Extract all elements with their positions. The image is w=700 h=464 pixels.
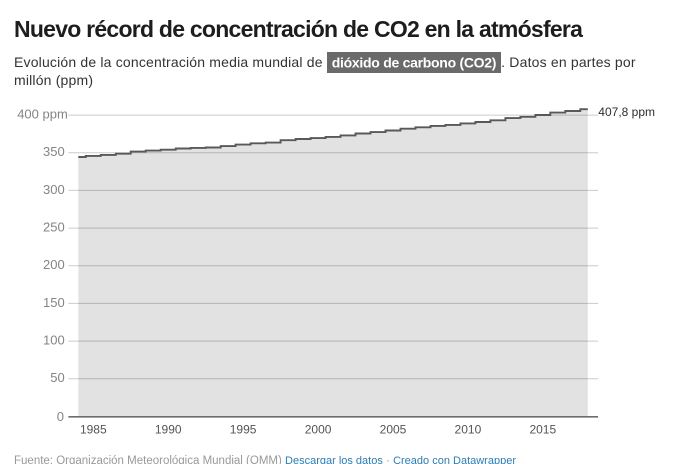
svg-text:2015: 2015	[529, 422, 556, 436]
svg-text:150: 150	[43, 295, 65, 310]
svg-text:1985: 1985	[80, 422, 107, 436]
svg-text:1990: 1990	[155, 422, 182, 436]
svg-text:50: 50	[50, 370, 64, 385]
svg-text:1995: 1995	[230, 422, 257, 436]
svg-text:400 ppm: 400 ppm	[17, 107, 68, 122]
svg-text:250: 250	[43, 220, 65, 235]
svg-text:2010: 2010	[455, 422, 482, 436]
svg-text:300: 300	[43, 182, 65, 197]
svg-text:200: 200	[43, 257, 65, 272]
svg-text:2005: 2005	[380, 422, 407, 436]
svg-text:100: 100	[43, 333, 65, 348]
svg-text:2000: 2000	[305, 422, 332, 436]
svg-text:0: 0	[57, 409, 64, 424]
svg-text:350: 350	[43, 144, 65, 159]
